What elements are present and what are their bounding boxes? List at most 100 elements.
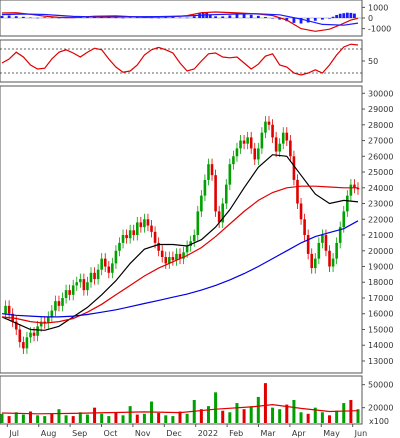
volume-bar [199,409,203,423]
price-candle-body [121,235,125,243]
price-series-line-2 [1,220,359,318]
macd-histogram-bar [331,16,335,18]
price-candle-body [25,337,29,349]
price-candle-body [285,132,289,141]
price-candle-body [7,305,11,314]
x-axis-tick-label: Feb [229,429,243,438]
price-frame [0,85,363,374]
x-axis-tick-label: Apr [292,429,307,438]
volume-bar [100,413,104,423]
volume-bar [206,406,210,423]
price-candle-body [196,211,200,236]
macd-histogram-bar [57,17,61,19]
macd-series-line-1 [1,13,359,26]
price-candle-body [271,124,274,138]
price-candle-body [200,195,203,212]
volume-bar [50,413,54,423]
price-tick-label: 29000 [368,105,393,114]
price-candle-body [274,137,278,152]
price-candle-body [246,137,249,144]
price-candle-body [324,235,328,251]
macd-histogram-bar [235,14,239,18]
volume-bar [114,412,118,423]
price-candle-body [61,297,64,306]
price-candle-body [146,219,150,226]
macd-panel: 1000 0 -1000 [0,0,391,37]
volume-bar [292,400,296,423]
volume-bar [57,409,61,423]
price-candle-body [43,321,47,324]
volume-bar [43,416,47,423]
price-candle-body [132,230,136,236]
volume-bar [157,413,161,423]
price-candle-body [128,230,132,239]
price-tick-label: 19000 [368,263,393,272]
price-candle-body [249,137,253,149]
price-candle-body [86,282,89,291]
volume-bar [85,414,89,423]
price-tick-label: 15000 [368,325,393,334]
price-tick-label: 25000 [368,168,393,177]
price-candle-body [107,266,111,273]
volume-bar [171,416,175,423]
macd-histogram-bar [86,16,89,18]
macd-histogram-bar [185,17,189,19]
price-tick-label: 18000 [368,278,393,287]
volume-bar [142,413,146,423]
oscillator-tick-label: 50 [368,57,378,66]
macd-histogram-bar [14,16,18,18]
price-candle-body [93,272,96,280]
price-candle-body [328,250,331,267]
price-candle-body [224,184,228,204]
price-tick-label: 13000 [368,357,393,366]
price-tick-label: 17000 [368,294,393,303]
volume-bar [36,415,40,423]
x-axis-tick-label: 2022 [198,429,218,438]
price-candle-body [100,258,103,270]
price-candle-body [36,326,39,336]
volume-bar [320,412,324,423]
price-candle-body [182,252,185,259]
macd-histogram-bar [36,17,39,19]
price-candle-body [39,321,43,327]
price-candle-body [313,258,317,269]
volume-bar [235,403,239,423]
macd-histogram-bar [150,17,153,19]
price-candle-body [335,242,338,259]
price-candle-body [29,332,32,338]
price-candle-body [18,329,22,343]
macd-tick-label: 0 [368,14,373,23]
price-candle-body [14,321,18,330]
price-candle-body [71,285,75,295]
price-candle-body [114,250,118,264]
macd-histogram-bar [349,12,353,18]
price-tick-label: 20000 [368,247,393,256]
price-candle-body [253,148,257,160]
volume-bar [7,416,11,423]
volume-tick-label: 50000 [368,381,393,390]
volume-bar [221,410,225,423]
price-candle-body [192,235,196,242]
price-candle-body [46,316,50,324]
price-candle-body [189,241,192,247]
price-candle-body [296,179,299,204]
x-axis-tick-label: Jun [354,429,368,438]
macd-histogram-bar [208,14,212,18]
macd-histogram-bar [0,15,4,18]
price-candle-body [168,257,171,264]
price-candle-body [317,242,321,259]
volume-bar [121,415,125,423]
volume-bar [342,403,346,423]
macd-histogram-bar [221,16,225,18]
volume-bar [107,416,111,423]
price-candle-body [342,211,346,228]
price-candle-body [257,148,260,160]
price-candle-body [331,258,335,267]
volume-bar [214,392,218,423]
price-tick-label: 16000 [368,310,393,319]
macd-histogram-bar [164,17,168,18]
macd-histogram-bar [29,17,32,19]
x-axis-tick-label: Oct [104,429,118,438]
price-candle-body [178,253,182,259]
